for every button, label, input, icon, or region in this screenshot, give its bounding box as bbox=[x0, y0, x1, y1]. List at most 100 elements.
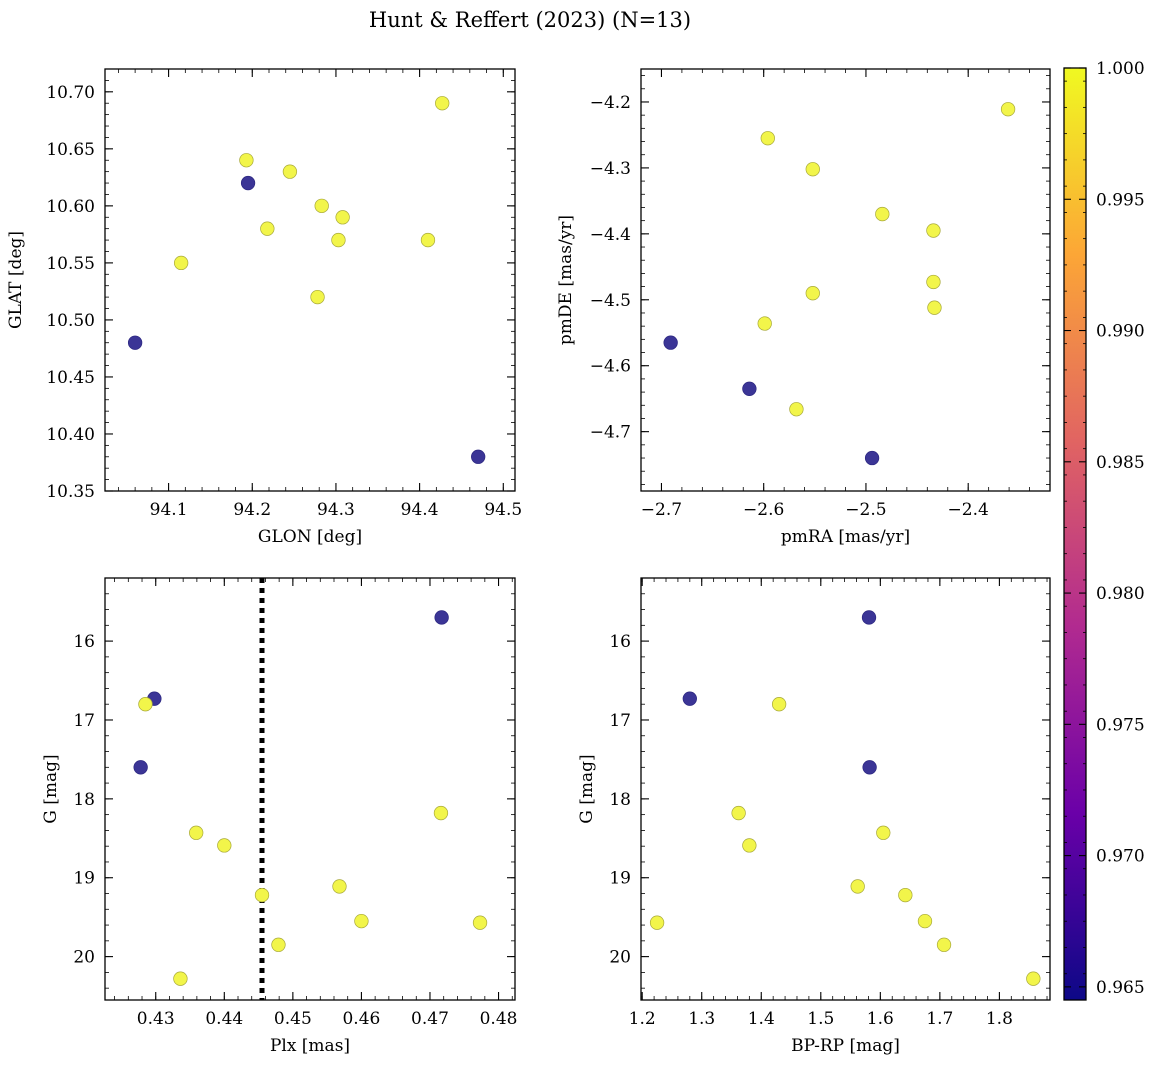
axes-frame bbox=[640, 577, 1051, 1001]
x-tick-label: 94.4 bbox=[401, 500, 439, 520]
x-tick-label: 1.8 bbox=[986, 1009, 1013, 1029]
y-tick-label: 10.45 bbox=[46, 368, 95, 388]
y-tick-label: −4.7 bbox=[590, 423, 631, 443]
data-point bbox=[682, 691, 697, 706]
y-tick-label: 16 bbox=[73, 632, 95, 652]
data-point bbox=[472, 915, 488, 930]
data-point bbox=[217, 838, 232, 853]
x-tick-label: −2.5 bbox=[845, 500, 886, 520]
x-tick-label: 94.1 bbox=[150, 500, 188, 520]
y-tick-label: 10.55 bbox=[46, 254, 95, 274]
x-axis-label: Plx [mas] bbox=[270, 1036, 350, 1056]
data-point bbox=[420, 232, 436, 248]
data-point bbox=[310, 289, 325, 305]
data-point bbox=[239, 153, 254, 168]
data-point bbox=[260, 221, 275, 236]
figure-title: Hunt & Reffert (2023) (N=13) bbox=[369, 8, 691, 32]
data-point bbox=[471, 449, 486, 464]
x-tick-label: 0.46 bbox=[342, 1009, 380, 1029]
data-point bbox=[663, 335, 678, 350]
panel-pm: −2.7 −2.6 −2.5 −2.4 −4.7 −4.6 −4.5 −4.4 −4.3 −4.2… bbox=[556, 68, 1051, 547]
data-point bbox=[742, 838, 757, 853]
y-tick-label: −4.2 bbox=[590, 93, 631, 113]
x-tick-label: −2.7 bbox=[641, 500, 682, 520]
data-point bbox=[926, 274, 941, 290]
x-axis-label: BP-RP [mag] bbox=[791, 1036, 900, 1056]
data-point bbox=[731, 805, 746, 821]
y-tick-label: 17 bbox=[73, 711, 95, 731]
data-point bbox=[354, 913, 369, 929]
y-tick-label: 19 bbox=[73, 869, 95, 889]
colorbar-tick-label: 0.975 bbox=[1096, 715, 1145, 735]
data-point bbox=[240, 175, 256, 191]
x-tick-label: 0.45 bbox=[274, 1009, 312, 1029]
data-point bbox=[771, 697, 787, 712]
y-tick-label: 20 bbox=[609, 948, 631, 968]
y-axis-label: pmDE [mas/yr] bbox=[556, 215, 576, 345]
y-axis-label: GLAT [deg] bbox=[6, 231, 26, 329]
y-tick-label: 10.50 bbox=[46, 311, 95, 331]
x-tick-label: 94.2 bbox=[233, 500, 271, 520]
x-tick-label: 0.48 bbox=[480, 1009, 518, 1029]
y-axis-label: G [mag] bbox=[41, 754, 61, 823]
data-point bbox=[757, 316, 772, 331]
y-tick-label: 10.35 bbox=[46, 482, 95, 502]
colorbar-tick-label: 0.980 bbox=[1096, 584, 1145, 604]
data-point bbox=[331, 232, 346, 248]
data-point bbox=[271, 937, 286, 952]
data-point bbox=[805, 162, 820, 177]
data-point bbox=[805, 286, 820, 301]
x-tick-label: 94.3 bbox=[317, 500, 355, 520]
x-tick-label: 1.5 bbox=[807, 1009, 834, 1029]
data-point bbox=[1000, 102, 1016, 117]
data-point bbox=[850, 879, 865, 894]
y-tick-label: 18 bbox=[609, 790, 631, 810]
y-tick-label: −4.5 bbox=[590, 291, 631, 311]
x-tick-label: 94.5 bbox=[484, 500, 522, 520]
colorbar: 0.965 0.970 0.975 0.980 0.985 0.990 0.995 1.000 bbox=[1063, 59, 1145, 1001]
data-point bbox=[760, 131, 775, 146]
data-point bbox=[173, 255, 189, 271]
x-axis-label: GLON [deg] bbox=[258, 527, 362, 547]
y-tick-label: 16 bbox=[609, 632, 631, 652]
data-point bbox=[133, 760, 148, 775]
y-tick-label: 10.70 bbox=[46, 83, 95, 103]
colorbar-tick-label: 0.985 bbox=[1096, 453, 1145, 473]
data-point bbox=[335, 210, 350, 225]
data-point bbox=[189, 825, 204, 840]
x-tick-label: 1.7 bbox=[926, 1009, 953, 1029]
data-point bbox=[138, 697, 153, 712]
x-tick-label: 0.43 bbox=[137, 1009, 175, 1029]
data-point bbox=[876, 825, 891, 840]
axes-frame bbox=[104, 68, 516, 492]
x-tick-label: 0.44 bbox=[205, 1009, 243, 1029]
x-tick-label: 1.3 bbox=[688, 1009, 715, 1029]
colorbar-tick-label: 1.000 bbox=[1096, 59, 1145, 79]
y-tick-label: 10.60 bbox=[46, 197, 95, 217]
axes-frame bbox=[640, 68, 1051, 492]
data-point bbox=[861, 610, 877, 625]
data-point bbox=[1026, 971, 1041, 986]
data-point bbox=[936, 937, 952, 952]
panel-sky: 94.1 94.2 94.3 94.4 94.5 10.35 10.40 10.45 10.50… bbox=[6, 68, 522, 547]
y-axis-label: G [mag] bbox=[577, 754, 597, 823]
y-tick-label: 10.65 bbox=[46, 140, 95, 160]
y-tick-label: 20 bbox=[73, 948, 95, 968]
y-tick-label: 17 bbox=[609, 711, 631, 731]
data-point bbox=[435, 96, 450, 111]
data-point bbox=[917, 913, 933, 929]
data-point bbox=[875, 206, 890, 222]
x-axis-label: pmRA [mas/yr] bbox=[781, 527, 910, 547]
colorbar-tick-label: 0.965 bbox=[1096, 978, 1145, 998]
y-tick-label: 19 bbox=[609, 869, 631, 889]
axes-frame bbox=[104, 577, 516, 1001]
colorbar-tick-label: 0.995 bbox=[1096, 190, 1145, 210]
data-point bbox=[434, 610, 449, 625]
data-point bbox=[864, 450, 880, 466]
x-tick-label: 1.6 bbox=[867, 1009, 894, 1029]
colorbar-frame bbox=[1063, 67, 1087, 1001]
colorbar-tick-label: 0.970 bbox=[1096, 847, 1145, 867]
data-point bbox=[649, 915, 665, 930]
data-point bbox=[127, 335, 143, 350]
x-tick-label: −2.4 bbox=[948, 500, 989, 520]
